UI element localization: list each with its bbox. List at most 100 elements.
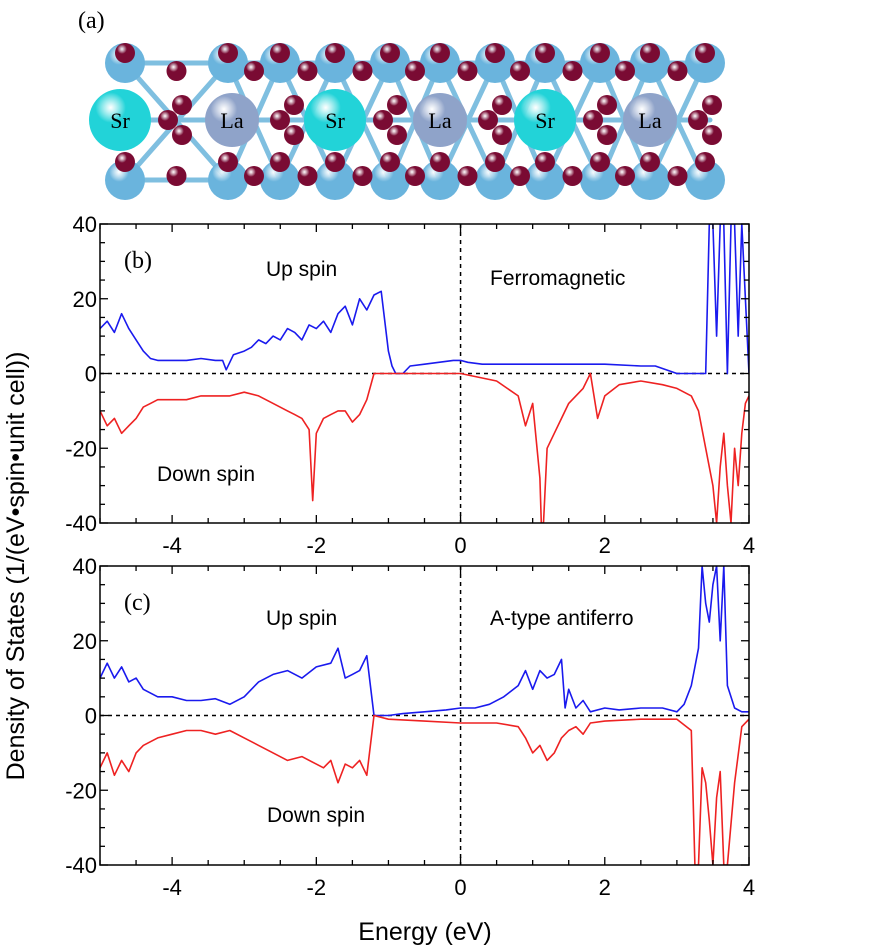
- oxygen-atom: [562, 61, 583, 81]
- oxygen-atom: [270, 110, 290, 130]
- oxygen-atom: [590, 152, 610, 172]
- atom-label: La: [428, 108, 451, 133]
- oxygen-atom: [172, 125, 192, 145]
- x-tick-label: -2: [307, 533, 327, 558]
- y-tick-label: 0: [85, 362, 97, 387]
- oxygen-atom: [158, 110, 178, 130]
- corner-atom: [208, 160, 248, 200]
- panel-c-up-spin-label: Up spin: [266, 607, 337, 630]
- y-tick-label: -20: [65, 778, 97, 803]
- oxygen-atom: [457, 166, 478, 186]
- atom-label: La: [638, 108, 661, 133]
- oxygen-atom: [583, 110, 603, 130]
- x-tick-label: -4: [162, 875, 182, 900]
- oxygen-atom: [297, 61, 318, 81]
- oxygen-atom: [284, 95, 304, 115]
- panel-c-magnetic-order-label: A-type antiferro: [490, 607, 634, 630]
- oxygen-atom: [535, 152, 555, 172]
- crystal-structure: (a) Sr La Sr La Sr La: [78, 8, 725, 200]
- panel-b-magnetic-order-label: Ferromagnetic: [490, 267, 625, 290]
- oxygen-atom: [380, 152, 400, 172]
- oxygen-atom: [562, 166, 583, 186]
- atom-chain: Sr La Sr La Sr La: [89, 43, 725, 200]
- oxygen-atom: [597, 95, 617, 115]
- down-spin-dos-line: [100, 714, 749, 865]
- corner-atom: [260, 160, 300, 200]
- atom-label: Sr: [110, 108, 130, 133]
- oxygen-atom: [380, 43, 400, 63]
- x-tick-label: 4: [743, 533, 755, 558]
- oxygen-atom: [695, 43, 715, 63]
- oxygen-atom: [244, 61, 264, 81]
- oxygen-atom: [688, 110, 708, 130]
- x-axis-label: Energy (eV): [358, 918, 491, 946]
- oxygen-atom: [695, 152, 715, 172]
- y-tick-label: -20: [65, 436, 97, 461]
- y-tick-label: 0: [85, 704, 97, 729]
- corner-atom: [315, 160, 355, 200]
- oxygen-atom: [702, 95, 722, 115]
- oxygen-atom: [373, 110, 393, 130]
- up-spin-dos-line: [100, 566, 749, 717]
- oxygen-atom: [667, 61, 688, 81]
- oxygen-atom: [457, 61, 478, 81]
- x-tick-label: 4: [743, 875, 755, 900]
- oxygen-atom: [492, 95, 512, 115]
- oxygen-atom: [667, 166, 688, 186]
- oxygen-atom: [297, 166, 318, 186]
- x-tick-label: -4: [162, 533, 182, 558]
- oxygen-atom: [510, 61, 530, 81]
- oxygen-atom: [172, 95, 192, 115]
- oxygen-atom: [218, 152, 238, 172]
- panel-b-label: (b): [124, 248, 152, 274]
- x-tick-label: 2: [599, 533, 611, 558]
- oxygen-atom: [325, 152, 345, 172]
- x-tick-label: 0: [454, 875, 466, 900]
- oxygen-atom: [244, 166, 264, 186]
- x-tick-label: 2: [599, 875, 611, 900]
- x-tick-label: -2: [307, 875, 327, 900]
- y-tick-label: 20: [73, 629, 97, 654]
- panel-b-up-spin-label: Up spin: [266, 258, 337, 281]
- oxygen-atom: [485, 152, 505, 172]
- oxygen-atom: [325, 43, 345, 63]
- corner-atom: [630, 160, 670, 200]
- la-atom: [413, 93, 467, 147]
- oxygen-atom: [640, 152, 660, 172]
- oxygen-atom: [597, 125, 617, 145]
- atom-label: Sr: [325, 108, 345, 133]
- oxygen-atom: [284, 125, 304, 145]
- oxygen-atom: [270, 152, 290, 172]
- oxygen-atom: [115, 43, 135, 63]
- oxygen-atom: [702, 125, 722, 145]
- oxygen-atom: [478, 110, 498, 130]
- oxygen-atom: [166, 166, 187, 186]
- down-spin-dos-line: [100, 372, 749, 523]
- corner-atom: [370, 160, 410, 200]
- panel-c-down-spin-label: Down spin: [267, 804, 365, 827]
- oxygen-atom: [492, 125, 512, 145]
- oxygen-atom: [352, 61, 373, 81]
- x-tick-label: 0: [454, 533, 466, 558]
- y-axis-label: Density of States (1/(eV•spin•unit cell)…: [2, 352, 30, 781]
- oxygen-atom: [640, 43, 660, 63]
- sr-atom: [89, 89, 151, 151]
- oxygen-atom: [405, 61, 425, 81]
- oxygen-atom: [387, 95, 407, 115]
- oxygen-atom: [218, 43, 238, 63]
- oxygen-atom: [615, 61, 635, 81]
- y-tick-label: -40: [65, 511, 97, 536]
- oxygen-atom: [615, 166, 635, 186]
- corner-atom: [105, 160, 145, 200]
- y-tick-label: -40: [65, 853, 97, 878]
- oxygen-atom: [430, 43, 450, 63]
- y-tick-label: 40: [73, 212, 97, 237]
- panel-c-label: (c): [124, 590, 151, 616]
- up-spin-dos-line: [100, 224, 749, 375]
- oxygen-atom: [352, 166, 373, 186]
- y-tick-label: 20: [73, 287, 97, 312]
- panel-b-down-spin-label: Down spin: [157, 463, 255, 486]
